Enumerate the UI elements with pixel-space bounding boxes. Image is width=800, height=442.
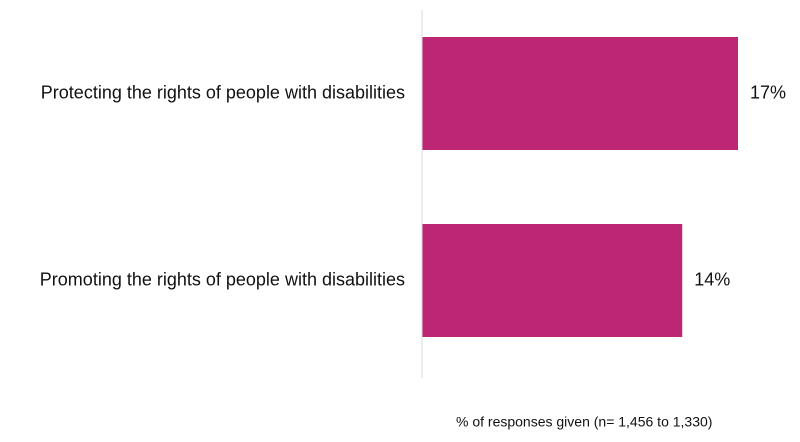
x-axis-label: % of responses given (n= 1,456 to 1,330) — [456, 414, 712, 430]
bar — [422, 37, 738, 150]
y-tick-label: Protecting the rights of people with dis… — [41, 82, 405, 102]
y-tick-label: Promoting the rights of people with disa… — [40, 269, 405, 289]
value-label: 17% — [750, 82, 786, 102]
value-label: 14% — [694, 269, 730, 289]
bar — [422, 224, 683, 337]
